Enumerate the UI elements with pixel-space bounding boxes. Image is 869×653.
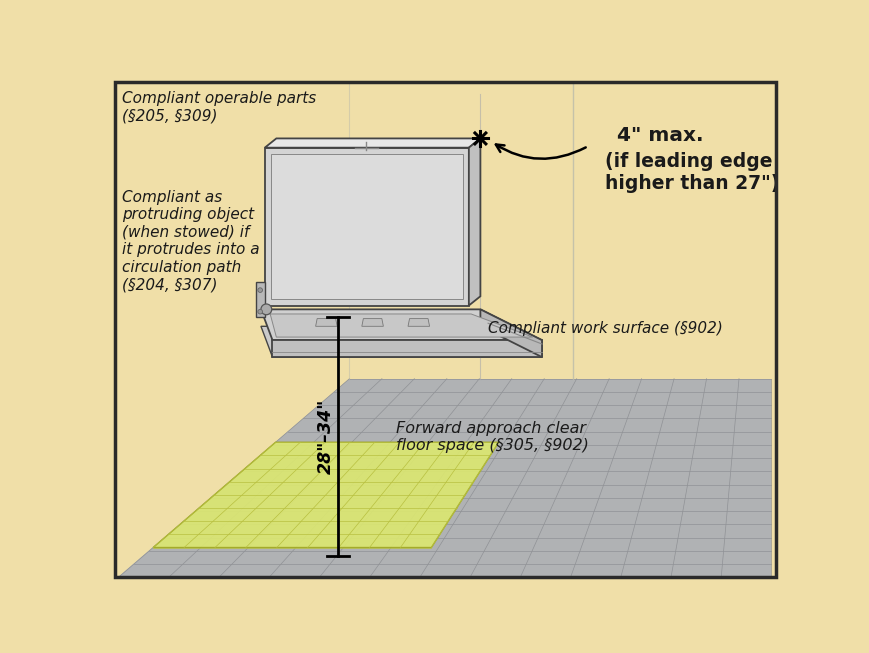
Polygon shape bbox=[265, 138, 481, 148]
Text: (if leading edge
higher than 27"): (if leading edge higher than 27") bbox=[605, 152, 779, 193]
Polygon shape bbox=[271, 154, 462, 299]
Circle shape bbox=[258, 310, 262, 314]
Circle shape bbox=[261, 304, 272, 315]
Text: 4" max.: 4" max. bbox=[618, 126, 704, 145]
Text: Compliant operable parts
(§205, §309): Compliant operable parts (§205, §309) bbox=[122, 91, 315, 123]
Text: Compliant work surface (§902): Compliant work surface (§902) bbox=[488, 321, 723, 336]
Polygon shape bbox=[408, 319, 429, 326]
Polygon shape bbox=[273, 340, 542, 357]
Polygon shape bbox=[153, 442, 499, 547]
Polygon shape bbox=[118, 379, 772, 577]
Polygon shape bbox=[270, 314, 533, 337]
Polygon shape bbox=[481, 310, 542, 357]
Polygon shape bbox=[315, 319, 337, 326]
Text: Forward approach clear
floor space (§305, §902): Forward approach clear floor space (§305… bbox=[395, 421, 588, 453]
FancyArrowPatch shape bbox=[496, 144, 586, 159]
Circle shape bbox=[258, 288, 262, 293]
Polygon shape bbox=[469, 138, 481, 306]
Polygon shape bbox=[362, 319, 383, 326]
Text: Compliant as
protruding object
(when stowed) if
it protrudes into a
circulation : Compliant as protruding object (when sto… bbox=[122, 190, 259, 292]
Polygon shape bbox=[255, 282, 265, 317]
Bar bbox=[118, 82, 773, 379]
Polygon shape bbox=[261, 326, 542, 357]
Polygon shape bbox=[265, 148, 469, 306]
Text: 28"–34": 28"–34" bbox=[316, 399, 335, 474]
Polygon shape bbox=[261, 310, 542, 340]
